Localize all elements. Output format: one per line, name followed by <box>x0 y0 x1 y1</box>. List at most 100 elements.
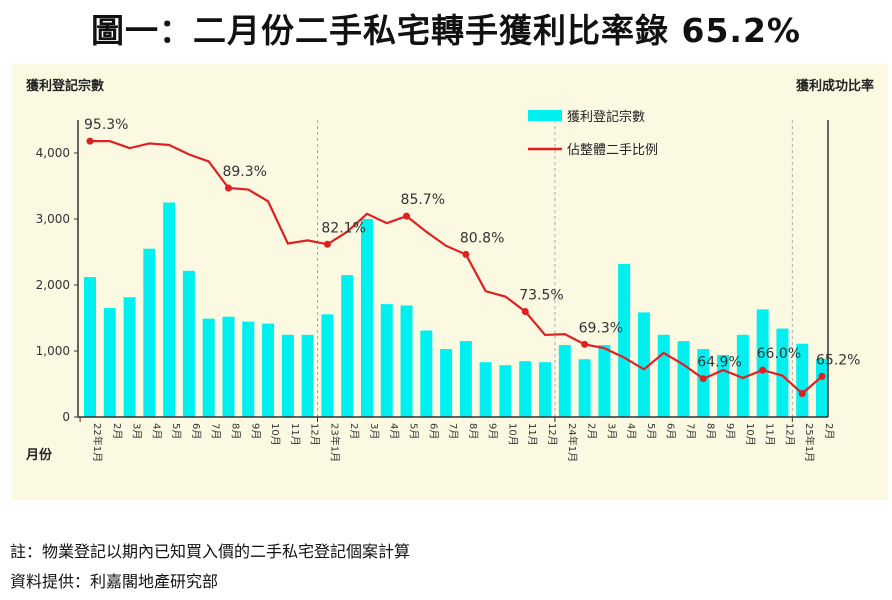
x-tick-label: 12月 <box>309 423 321 446</box>
x-tick-label: 25年1月 <box>803 423 816 462</box>
x-tick-label: 7月 <box>685 423 697 439</box>
x-tick-label: 12月 <box>546 423 558 446</box>
data-label: 66.0% <box>757 346 801 362</box>
data-label: 80.8% <box>460 230 504 246</box>
bar <box>262 323 275 417</box>
x-tick-label: 4月 <box>150 423 162 439</box>
bar <box>84 277 96 417</box>
data-label: 85.7% <box>401 192 445 208</box>
bar <box>539 362 552 417</box>
data-label: 82.1% <box>321 220 365 236</box>
bar <box>459 341 472 417</box>
bar <box>163 202 176 417</box>
data-label: 89.3% <box>222 164 266 180</box>
x-tick-label: 2月 <box>586 423 598 439</box>
x-tick-label: 9月 <box>724 423 736 439</box>
x-tick-label: 4月 <box>625 423 637 439</box>
line-marker <box>759 366 767 374</box>
bar <box>380 304 393 417</box>
x-tick-label: 6月 <box>665 423 677 439</box>
data-label: 64.9% <box>697 355 741 371</box>
bar <box>519 361 532 417</box>
bar <box>341 275 354 417</box>
bar <box>479 362 492 417</box>
bar <box>182 270 195 417</box>
line-marker <box>86 137 94 145</box>
bar <box>657 334 670 417</box>
x-tick-label: 23年1月 <box>328 423 341 462</box>
bar <box>400 305 413 417</box>
x-tick-label: 2月 <box>823 423 835 439</box>
x-tick-label: 3月 <box>368 423 380 439</box>
bar <box>776 328 789 417</box>
bar <box>618 263 631 417</box>
chart-title: 圖一：二月份二手私宅轉手獲利比率錄 65.2% <box>91 11 801 50</box>
x-tick-label: 2月 <box>111 423 123 439</box>
bar <box>143 248 156 417</box>
x-tick-label: 5月 <box>408 423 420 439</box>
x-tick-label: 12月 <box>783 423 795 446</box>
y-tick-label: 0 <box>62 410 70 424</box>
bar <box>598 345 611 417</box>
y-tick-label: 3,000 <box>36 212 70 226</box>
x-tick-label: 7月 <box>210 423 222 439</box>
x-tick-label: 6月 <box>427 423 439 439</box>
x-tick-label: 11月 <box>526 423 538 446</box>
x-tick-label: 22年1月 <box>91 423 104 462</box>
bar <box>242 321 255 417</box>
source-note: 資料提供：利嘉閣地產研究部 <box>10 572 219 591</box>
x-tick-label: 4月 <box>388 423 400 439</box>
bar <box>123 297 136 417</box>
x-tick-label: 11月 <box>289 423 301 446</box>
legend-label-line: 佔整體二手比例 <box>567 143 658 158</box>
ratio-line <box>90 140 823 396</box>
data-label: 73.5% <box>519 287 563 303</box>
right-axis-label: 獲利成功比率 <box>796 78 874 94</box>
bar <box>677 341 690 417</box>
bar <box>637 312 650 417</box>
data-label: 69.3% <box>579 320 623 336</box>
x-axis-label: 月份 <box>25 447 53 463</box>
x-tick-label: 5月 <box>645 423 657 439</box>
x-tick-label: 2月 <box>348 423 360 439</box>
x-tick-label: 3月 <box>131 423 143 439</box>
x-tick-label: 9月 <box>487 423 499 439</box>
line-marker <box>403 212 411 220</box>
bar <box>103 308 116 417</box>
line-marker <box>798 390 806 398</box>
x-tick-label: 5月 <box>170 423 182 439</box>
y-tick-label: 2,000 <box>36 278 70 292</box>
footnote: 註：物業登記以期內已知買入價的二手私宅登記個案計算 <box>10 542 411 561</box>
legend-swatch-bars <box>528 110 562 121</box>
chart-panel: 獲利登記宗數 獲利成功比率 月份 0 1,000 2,000 3,000 4,000 22年1月… <box>12 64 888 500</box>
bar <box>816 358 828 417</box>
x-tick-label: 24年1月 <box>566 423 579 462</box>
line-marker <box>699 375 707 383</box>
bar <box>202 318 215 417</box>
bar <box>440 349 453 417</box>
x-tick-label: 8月 <box>229 423 241 439</box>
x-tick-label: 3月 <box>605 423 617 439</box>
y-tick-label: 1,000 <box>36 344 70 358</box>
line-marker <box>521 307 529 315</box>
bar <box>697 349 710 417</box>
x-tick-label: 7月 <box>447 423 459 439</box>
bar <box>558 345 571 417</box>
bar <box>499 365 512 417</box>
line-marker <box>224 184 232 192</box>
bar <box>736 334 749 417</box>
bar <box>360 219 373 417</box>
x-tick-label: 6月 <box>190 423 202 439</box>
bar <box>756 309 769 417</box>
bar <box>222 316 235 417</box>
bar <box>796 343 809 417</box>
x-tick-label: 10月 <box>744 423 756 446</box>
line-marker <box>323 240 331 248</box>
data-label: 95.3% <box>84 117 128 133</box>
data-label: 65.2% <box>816 352 860 368</box>
x-tick-label: 8月 <box>704 423 716 439</box>
x-tick-label: 10月 <box>506 423 518 446</box>
legend-label-bars: 獲利登記宗數 <box>567 109 645 125</box>
bar <box>420 330 433 417</box>
